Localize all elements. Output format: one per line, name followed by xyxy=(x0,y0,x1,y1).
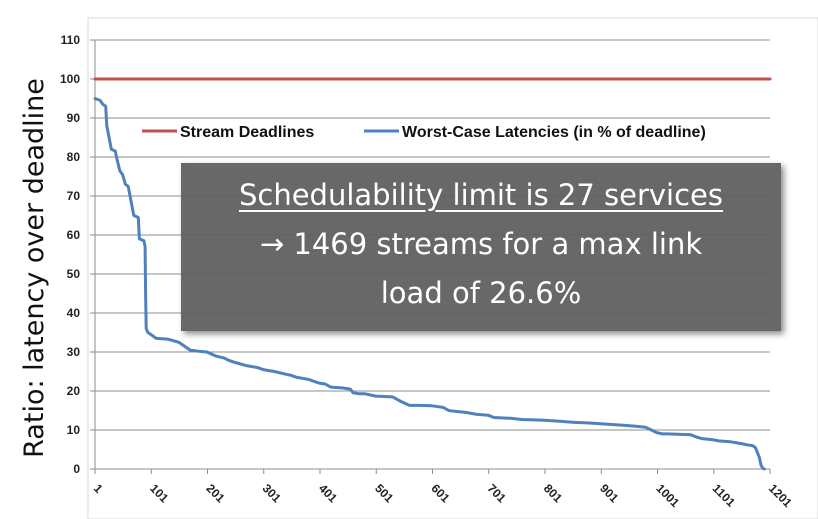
y-tick-label: 100 xyxy=(60,72,80,86)
legend: Stream Deadlines Worst-Case Latencies (i… xyxy=(142,124,706,141)
y-tick-label: 70 xyxy=(67,189,81,203)
y-tick-label: 80 xyxy=(67,150,81,164)
y-tick-labels: 0 10 20 30 40 50 60 70 80 90 100 110 xyxy=(60,33,80,476)
annotation-line-3: load of 26.6% xyxy=(380,276,582,310)
series-line-worst-case-latencies xyxy=(93,97,766,471)
y-tick-label: 110 xyxy=(61,33,81,47)
y-tick-label: 0 xyxy=(73,462,80,476)
annotation-line-1: Schedulability limit is 27 services xyxy=(238,178,724,212)
series-lines xyxy=(93,77,772,471)
y-tick-label: 90 xyxy=(67,111,81,125)
y-tick-label: 10 xyxy=(67,423,81,437)
legend-label-stream-deadlines: Stream Deadlines xyxy=(180,124,314,141)
annotation-box: Schedulability limit is 27 services → 14… xyxy=(181,163,781,331)
y-tick-label: 20 xyxy=(67,384,81,398)
y-tick-label: 60 xyxy=(67,228,81,242)
y-tick-label: 50 xyxy=(67,267,81,281)
annotation-line-2: → 1469 streams for a max link xyxy=(259,227,703,261)
axes xyxy=(90,39,771,474)
y-tick-label: 30 xyxy=(67,345,81,359)
y-tick-label: 40 xyxy=(67,306,81,320)
legend-label-worst-case-latencies: Worst-Case Latencies (in % of deadline) xyxy=(402,124,706,141)
y-axis-title: Ratio: latency over deadline xyxy=(19,78,50,458)
